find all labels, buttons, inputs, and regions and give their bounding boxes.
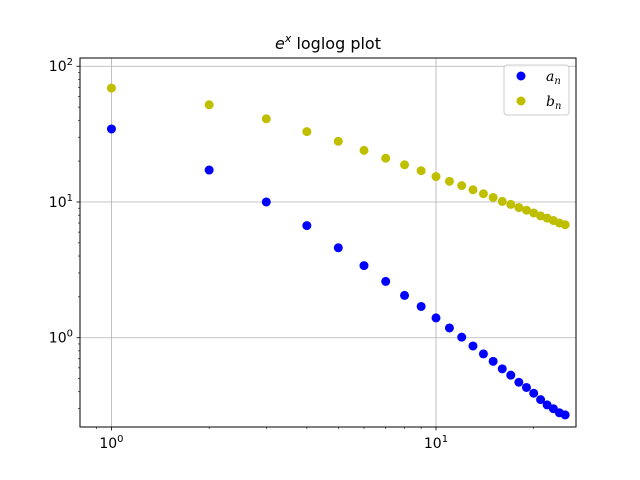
legend-label-b-base: b [546, 94, 555, 110]
x-tick-label-base: 10 [99, 436, 117, 452]
plot-frame [79, 57, 577, 428]
point-a-9 [416, 301, 426, 311]
point-a-13 [468, 341, 478, 351]
point-a-4 [302, 221, 312, 231]
point-b-9 [416, 166, 426, 176]
point-b-1 [106, 83, 116, 93]
legend-label-b: bn [546, 94, 561, 112]
point-b-12 [457, 181, 467, 191]
point-b-11 [444, 176, 454, 186]
point-b-4 [302, 127, 312, 137]
point-a-6 [359, 261, 369, 271]
legend-label-a-base: a [546, 69, 554, 85]
point-b-5 [333, 136, 343, 146]
x-tick-label: 100 [99, 434, 123, 452]
point-b-15 [488, 192, 498, 202]
point-b-20 [529, 208, 539, 218]
y-tick-label: 102 [49, 57, 73, 75]
y-tick-label: 100 [49, 329, 73, 347]
point-b-14 [478, 189, 488, 199]
point-a-2 [204, 165, 214, 175]
y-tick-label-exponent: 1 [67, 193, 73, 204]
point-a-21 [536, 395, 546, 405]
grid-lines [80, 58, 576, 427]
chart-title: ex loglog plot [275, 32, 381, 53]
point-b-17 [506, 199, 516, 209]
point-a-18 [514, 377, 524, 387]
chart-title-superscript: x [284, 32, 292, 45]
chart-title-suffix: loglog plot [291, 34, 381, 53]
point-b-6 [359, 145, 369, 155]
point-a-14 [478, 349, 488, 359]
point-a-8 [400, 290, 410, 300]
chart-title-base: e [275, 34, 285, 53]
x-tick-label: 101 [424, 434, 448, 452]
point-a-19 [521, 382, 531, 392]
point-a-25 [560, 410, 570, 420]
y-tick-label: 101 [49, 193, 73, 211]
legend-label-b-sub: n [555, 101, 561, 112]
x-tick-label-exponent: 0 [117, 434, 123, 445]
point-a-17 [506, 370, 516, 380]
point-a-1 [106, 124, 116, 134]
point-b-18 [514, 203, 524, 213]
legend-marker-b [516, 96, 526, 106]
point-b-10 [431, 172, 441, 182]
legend: an bn [503, 64, 570, 116]
y-tick-label-exponent: 2 [67, 57, 73, 68]
point-a-7 [381, 276, 391, 286]
legend-label-a: an [546, 69, 561, 87]
point-a-10 [431, 313, 441, 323]
point-a-3 [261, 197, 271, 207]
y-tick-label-base: 10 [49, 331, 67, 347]
point-b-25 [560, 220, 570, 230]
point-a-15 [488, 356, 498, 366]
y-tick-label-exponent: 0 [67, 329, 73, 340]
point-b-16 [497, 196, 507, 206]
x-tick-label-exponent: 1 [442, 434, 448, 445]
point-b-3 [261, 114, 271, 124]
point-b-19 [521, 205, 531, 215]
legend-label-a-sub: n [554, 76, 560, 87]
point-a-11 [444, 323, 454, 333]
y-tick-label-base: 10 [49, 195, 67, 211]
point-a-20 [529, 388, 539, 398]
data-points [106, 83, 570, 420]
point-b-7 [381, 153, 391, 163]
x-tick-label-base: 10 [424, 436, 442, 452]
point-a-16 [497, 364, 507, 374]
point-b-13 [468, 185, 478, 195]
point-a-12 [457, 332, 467, 342]
point-a-5 [333, 243, 343, 253]
point-b-2 [204, 100, 214, 110]
point-b-8 [400, 160, 410, 170]
legend-marker-a [516, 71, 526, 81]
y-tick-label-base: 10 [49, 59, 67, 75]
